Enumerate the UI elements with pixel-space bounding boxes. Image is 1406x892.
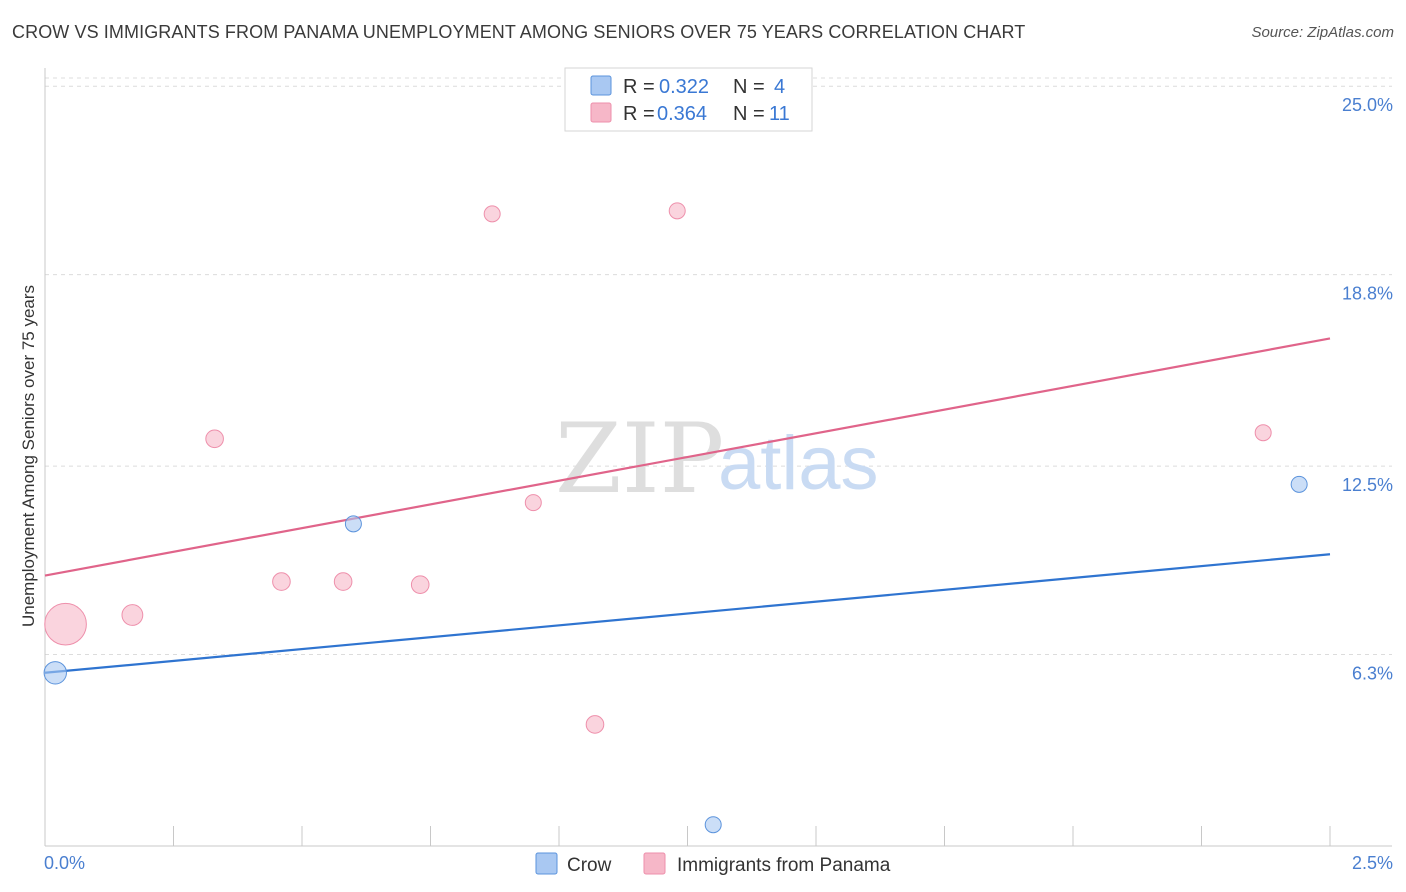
- point-panama: [668, 202, 686, 220]
- y-tick-label: 12.5%: [1342, 475, 1393, 495]
- legend-swatch-panama: [590, 102, 612, 123]
- legend-swatch-crow: [590, 75, 612, 96]
- legend-box: R = 0.322 N = 4 R = 0.364 N = 11: [564, 67, 813, 132]
- point-crow: [704, 816, 722, 834]
- x-tick-marks: [173, 826, 1331, 846]
- y-axis-title: Unemployment Among Seniors over 75 years: [19, 285, 38, 627]
- point-panama: [524, 494, 542, 512]
- bottom-legend-swatch-panama: [643, 852, 666, 875]
- trend-lines: [44, 337, 1331, 674]
- point-crow: [344, 515, 362, 533]
- point-panama: [44, 602, 87, 646]
- point-crow: [1290, 475, 1308, 493]
- point-panama: [1254, 424, 1272, 442]
- legend-r-value-panama: 0.364: [657, 103, 707, 125]
- source-credit: Source: ZipAtlas.com: [1251, 24, 1394, 41]
- bottom-legend-label-crow: Crow: [567, 855, 612, 876]
- bottom-legend-label-panama: Immigrants from Panama: [677, 855, 891, 876]
- bottom-legend: Crow Immigrants from Panama: [535, 852, 891, 876]
- legend-r-label-panama: R =: [623, 103, 655, 125]
- y-tick-label: 25.0%: [1342, 95, 1393, 115]
- watermark-atlas: atlas: [718, 421, 879, 506]
- y-tick-label: 6.3%: [1352, 664, 1393, 684]
- point-panama: [483, 205, 501, 223]
- y-tick-label: 18.8%: [1342, 284, 1393, 304]
- chart-title: CROW VS IMMIGRANTS FROM PANAMA UNEMPLOYM…: [12, 22, 1026, 42]
- data-points: [43, 202, 1308, 834]
- trend-line-crow: [44, 553, 1331, 674]
- bottom-legend-swatch-crow: [535, 852, 558, 875]
- point-panama: [121, 604, 144, 626]
- point-panama: [410, 575, 430, 594]
- x-tick-label-min: 0.0%: [44, 853, 85, 873]
- legend-n-label-crow: N =: [733, 76, 765, 98]
- legend-n-label-panama: N =: [733, 103, 765, 125]
- point-panama: [205, 429, 224, 449]
- y-tick-labels: 6.3% 12.5% 18.8% 25.0%: [1342, 95, 1393, 683]
- axes: [44, 68, 1392, 847]
- point-crow: [43, 661, 67, 685]
- legend-n-value-crow: 4: [774, 76, 785, 98]
- watermark-zip: ZIP: [555, 403, 724, 515]
- x-tick-label-max: 2.5%: [1352, 853, 1393, 873]
- legend-r-value-crow: 0.322: [659, 76, 709, 98]
- legend-r-label-crow: R =: [623, 76, 655, 98]
- point-panama: [272, 572, 291, 591]
- trend-line-panama: [44, 337, 1331, 577]
- legend-n-value-panama: 11: [769, 103, 790, 125]
- point-panama: [333, 572, 353, 591]
- point-panama: [585, 715, 605, 734]
